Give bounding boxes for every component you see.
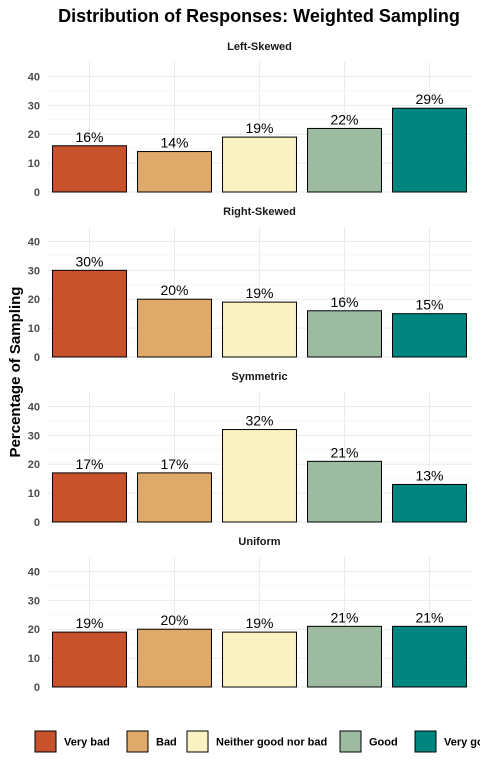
data-label: 19% xyxy=(245,120,273,136)
bar-good xyxy=(307,460,382,523)
chart-title: Distribution of Responses: Weighted Samp… xyxy=(58,6,460,26)
panel-uniform: Uniform 0 10 20 30 40 19% 20% 19% 21% 21% xyxy=(28,536,472,694)
y-tick-label: 20 xyxy=(28,459,40,471)
legend-swatch xyxy=(34,730,57,753)
y-tick-label: 10 xyxy=(28,323,40,335)
y-tick-label: 30 xyxy=(28,430,40,442)
data-label: 20% xyxy=(160,612,188,628)
legend-label: Bad xyxy=(156,737,177,749)
y-tick-label: 40 xyxy=(28,566,40,578)
y-axis-label: Percentage of Sampling xyxy=(7,287,24,458)
legend-item-very-good: Very goo xyxy=(414,730,480,753)
y-tick-label: 30 xyxy=(28,100,40,112)
legend-swatch xyxy=(339,730,362,753)
y-tick-label: 0 xyxy=(34,517,40,529)
y-tick-label: 20 xyxy=(28,294,40,306)
y-tick-label: 30 xyxy=(28,595,40,607)
y-tick-label: 30 xyxy=(28,265,40,277)
bar-very-good xyxy=(392,483,467,523)
data-label: 13% xyxy=(415,467,443,483)
bar-bad xyxy=(137,472,212,523)
data-label: 22% xyxy=(330,111,358,127)
panel-title: Left-Skewed xyxy=(227,41,292,53)
data-label: 21% xyxy=(415,609,443,625)
data-label: 19% xyxy=(245,615,273,631)
panel-left-skewed: Left-Skewed 0 10 20 30 40 16% 14% 19% 22% 29% xyxy=(28,41,472,199)
bar-very-bad xyxy=(52,269,127,358)
panel-right-skewed: Right-Skewed 0 10 20 30 40 30% 20% 19% 16% 15% xyxy=(28,206,472,364)
bar-very-bad xyxy=(52,631,127,688)
data-label: 21% xyxy=(330,444,358,460)
bar-very-good xyxy=(392,625,467,688)
data-label: 16% xyxy=(75,129,103,145)
data-label: 20% xyxy=(160,282,188,298)
legend-item-neither-good-nor-bad: Neither good nor bad xyxy=(186,730,327,753)
bar-good xyxy=(307,127,382,193)
panel-title: Uniform xyxy=(238,536,280,548)
legend-item-good: Good xyxy=(339,730,398,753)
legend-swatch xyxy=(126,730,149,753)
bar-good xyxy=(307,310,382,358)
panel-symmetric: Symmetric 0 10 20 30 40 17% 17% 32% 21% 13% xyxy=(28,371,472,529)
bar-neither-good-nor-bad xyxy=(222,301,297,358)
bar-bad xyxy=(137,298,212,358)
bar-neither-good-nor-bad xyxy=(222,429,297,523)
bar-very-good xyxy=(392,313,467,358)
y-tick-label: 0 xyxy=(34,187,40,199)
panels: Left-Skewed 0 10 20 30 40 16% 14% 19% 22% 29% Right… xyxy=(28,41,472,694)
legend-label: Neither good nor bad xyxy=(216,737,327,749)
legend-swatch xyxy=(414,730,437,753)
data-label: 19% xyxy=(75,615,103,631)
legend-label: Very goo xyxy=(444,737,480,749)
data-label: 16% xyxy=(330,294,358,310)
bar-very-bad xyxy=(52,472,127,523)
legend-item-very-bad: Very bad xyxy=(34,730,110,753)
data-label: 30% xyxy=(75,253,103,269)
bar-bad xyxy=(137,151,212,193)
y-tick-label: 10 xyxy=(28,158,40,170)
data-label: 21% xyxy=(330,609,358,625)
data-label: 19% xyxy=(245,285,273,301)
bar-very-good xyxy=(392,107,467,193)
bar-neither-good-nor-bad xyxy=(222,631,297,688)
legend: Very bad Bad Neither good nor bad Good Very … xyxy=(34,730,480,753)
data-label: 17% xyxy=(75,456,103,472)
y-tick-label: 40 xyxy=(28,71,40,83)
bar-very-bad xyxy=(52,145,127,193)
y-tick-label: 20 xyxy=(28,129,40,141)
panel-title: Symmetric xyxy=(231,371,287,383)
y-tick-label: 10 xyxy=(28,488,40,500)
legend-swatch xyxy=(186,730,209,753)
panel-title: Right-Skewed xyxy=(223,206,296,218)
y-tick-label: 0 xyxy=(34,682,40,694)
data-label: 15% xyxy=(415,297,443,313)
bar-neither-good-nor-bad xyxy=(222,136,297,193)
legend-label: Very bad xyxy=(64,737,110,749)
data-label: 17% xyxy=(160,456,188,472)
bar-good xyxy=(307,625,382,688)
bar-bad xyxy=(137,628,212,688)
data-label: 29% xyxy=(415,91,443,107)
data-label: 14% xyxy=(160,135,188,151)
y-tick-label: 10 xyxy=(28,653,40,665)
legend-label: Good xyxy=(369,737,398,749)
y-tick-label: 0 xyxy=(34,352,40,364)
y-tick-label: 40 xyxy=(28,401,40,413)
y-tick-label: 40 xyxy=(28,236,40,248)
data-label: 32% xyxy=(245,413,273,429)
legend-item-bad: Bad xyxy=(126,730,177,753)
y-tick-label: 20 xyxy=(28,624,40,636)
